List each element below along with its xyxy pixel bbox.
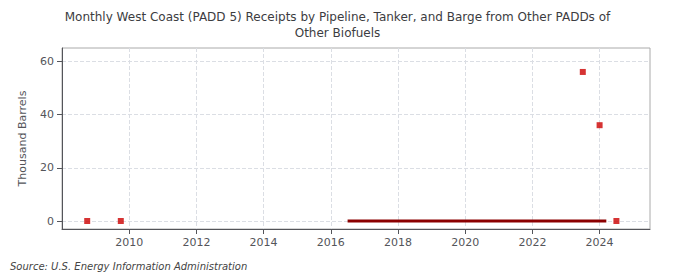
svg-text:20: 20 bbox=[40, 161, 54, 174]
svg-text:60: 60 bbox=[40, 55, 54, 68]
svg-text:2020: 2020 bbox=[451, 236, 479, 249]
svg-text:0: 0 bbox=[47, 215, 54, 228]
svg-text:2018: 2018 bbox=[384, 236, 412, 249]
svg-text:2014: 2014 bbox=[250, 236, 278, 249]
svg-text:2022: 2022 bbox=[518, 236, 546, 249]
svg-text:Other Biofuels: Other Biofuels bbox=[295, 26, 381, 40]
svg-text:2012: 2012 bbox=[182, 236, 210, 249]
svg-text:2024: 2024 bbox=[586, 236, 614, 249]
svg-text:40: 40 bbox=[40, 108, 54, 121]
svg-text:Source: U.S. Energy Informatio: Source: U.S. Energy Information Administ… bbox=[10, 261, 247, 272]
svg-text:2016: 2016 bbox=[317, 236, 345, 249]
svg-text:Monthly West Coast (PADD 5) Re: Monthly West Coast (PADD 5) Receipts by … bbox=[65, 10, 611, 24]
svg-text:Thousand Barrels: Thousand Barrels bbox=[16, 90, 29, 187]
svg-text:2010: 2010 bbox=[115, 236, 143, 249]
